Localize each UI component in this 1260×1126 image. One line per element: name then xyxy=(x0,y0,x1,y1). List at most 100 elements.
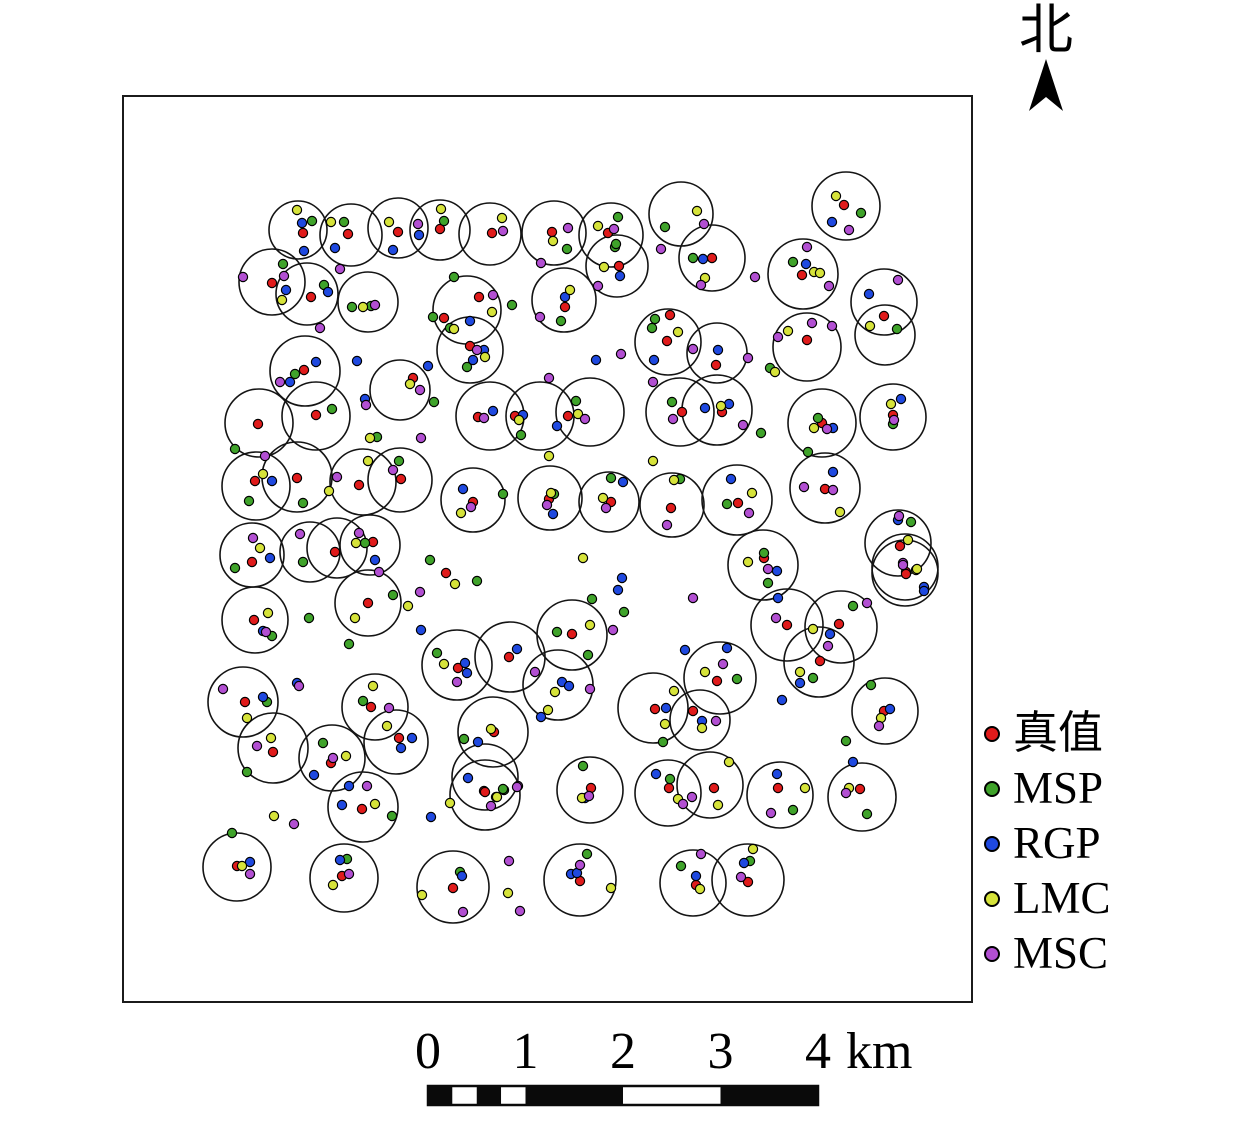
data-point-真值 xyxy=(676,406,688,418)
data-point-MSC xyxy=(574,859,586,871)
data-point-MSP xyxy=(243,495,255,507)
legend-item-label: LMC xyxy=(1013,873,1111,923)
data-point-MSP xyxy=(586,593,598,605)
data-point-LMC xyxy=(659,718,671,730)
cluster-circle xyxy=(367,197,429,259)
data-point-MSC xyxy=(260,626,272,638)
cluster-circle xyxy=(854,304,916,366)
data-point-LMC xyxy=(799,782,811,794)
data-point-LMC xyxy=(547,235,559,247)
data-point-MSC xyxy=(294,528,306,540)
scale-bar-segment xyxy=(623,1086,721,1105)
data-point-真值 xyxy=(878,310,890,322)
data-point-LMC xyxy=(592,220,604,232)
data-point-MSP xyxy=(551,626,563,638)
data-point-真值 xyxy=(772,782,784,794)
data-point-RGP xyxy=(771,565,783,577)
data-point-MSP xyxy=(515,429,527,441)
data-point-RGP xyxy=(794,677,806,689)
data-point-MSP xyxy=(386,810,398,822)
data-point-MSP xyxy=(427,311,439,323)
cluster-circle xyxy=(804,590,878,664)
scale-bar-outline xyxy=(426,1084,820,1107)
data-point-MSP xyxy=(448,271,460,283)
data-point-真值 xyxy=(342,228,354,240)
data-point-MSC xyxy=(244,868,256,880)
data-point-RGP xyxy=(648,354,660,366)
data-point-真值 xyxy=(249,475,261,487)
scale-bar-graphic xyxy=(426,1084,820,1107)
data-point-RGP xyxy=(559,291,571,303)
cluster-circle xyxy=(701,464,773,536)
data-point-真值 xyxy=(356,803,368,815)
data-point-RGP xyxy=(329,242,341,254)
data-point-MSP xyxy=(840,735,852,747)
data-point-RGP xyxy=(487,405,499,417)
data-point-RGP xyxy=(847,756,859,768)
data-point-MSP xyxy=(297,497,309,509)
legend-item: MSP xyxy=(984,761,1111,816)
cluster-circle xyxy=(440,467,506,533)
cluster-circle xyxy=(659,849,727,917)
data-point-MSC xyxy=(414,384,426,396)
data-point-MSC xyxy=(343,868,355,880)
data-point-MSP xyxy=(343,638,355,650)
data-point-MSC xyxy=(806,317,818,329)
data-point-MSC xyxy=(826,320,838,332)
data-point-MSC xyxy=(607,624,619,636)
data-point-MSP xyxy=(387,589,399,601)
legend-dot-icon xyxy=(984,890,1000,907)
data-point-MSP xyxy=(393,455,405,467)
data-point-RGP xyxy=(387,244,399,256)
data-point-MSC xyxy=(457,906,469,918)
data-point-LMC xyxy=(349,612,361,624)
cluster-circle xyxy=(224,388,294,458)
data-point-RGP xyxy=(563,680,575,692)
data-point-真值 xyxy=(438,312,450,324)
data-point-RGP xyxy=(776,694,788,706)
cluster-circle xyxy=(269,335,341,407)
data-point-真值 xyxy=(661,335,673,347)
data-point-真值 xyxy=(711,675,723,687)
data-point-真值 xyxy=(393,732,405,744)
data-point-真值 xyxy=(796,269,808,281)
cluster-circle xyxy=(851,677,919,745)
data-point-LMC xyxy=(747,843,759,855)
data-point-MSC xyxy=(383,702,395,714)
data-point-MSC xyxy=(217,683,229,695)
data-point-LMC xyxy=(597,492,609,504)
data-point-MSC xyxy=(511,781,523,793)
legend-item-label: 真值 xyxy=(1013,708,1104,758)
cluster-circle xyxy=(449,759,521,831)
legend-dot-icon xyxy=(984,780,1000,797)
data-point-LMC xyxy=(545,487,557,499)
cluster-circle xyxy=(221,451,291,521)
data-point-MSC xyxy=(543,372,555,384)
data-point-LMC xyxy=(381,720,393,732)
data-point-MSC xyxy=(471,344,483,356)
data-point-真值 xyxy=(742,876,754,888)
cluster-circle xyxy=(789,452,861,524)
data-point-LMC xyxy=(438,658,450,670)
data-point-真值 xyxy=(708,782,720,794)
data-point-MSP xyxy=(675,860,687,872)
data-point-RGP xyxy=(343,780,355,792)
data-point-RGP xyxy=(884,703,896,715)
data-point-LMC xyxy=(369,798,381,810)
data-point-LMC xyxy=(491,791,503,803)
data-point-RGP xyxy=(395,742,407,754)
data-point-LMC xyxy=(448,323,460,335)
data-point-MSP xyxy=(807,672,819,684)
data-point-LMC xyxy=(814,267,826,279)
data-point-MSP xyxy=(570,395,582,407)
data-point-LMC xyxy=(236,860,248,872)
data-point-真值 xyxy=(566,628,578,640)
data-point-MSC xyxy=(687,343,699,355)
cluster-circle xyxy=(750,588,824,662)
data-point-RGP xyxy=(415,624,427,636)
data-point-LMC xyxy=(746,487,758,499)
data-point-MSP xyxy=(891,323,903,335)
data-point-MSC xyxy=(762,563,774,575)
data-point-RGP xyxy=(459,657,471,669)
cluster-circle xyxy=(369,359,431,421)
